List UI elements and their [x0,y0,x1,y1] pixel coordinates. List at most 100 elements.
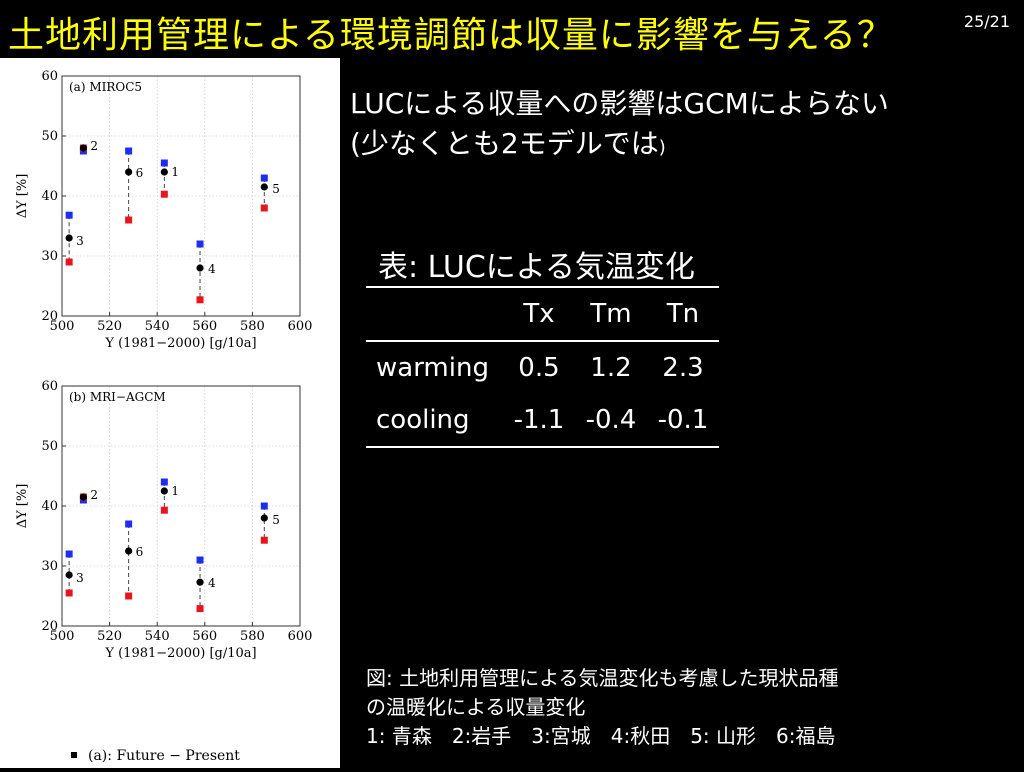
future-present-point [65,234,73,242]
point-label: 6 [136,545,144,559]
warming-point [196,605,204,613]
warming-point [125,592,133,600]
table-header-cell: Tn [646,286,719,342]
y-tick-label: 30 [41,249,58,264]
x-tick-label: 580 [240,319,265,334]
warming-point [160,190,168,198]
point-label: 3 [76,571,84,585]
point-label: 4 [208,262,216,276]
point-label: 3 [76,234,84,248]
heading-line-2-main: (少なくとも2モデルでは [350,127,659,160]
table-row-label: warming [376,353,489,383]
warming-point [125,216,133,224]
table-header-cell: Tm [574,286,647,342]
luc-temperature-table: Tx Tm Tn warming 0.5 1.2 2.3 cooling -1.… [366,286,719,448]
warming-point [160,506,168,514]
x-tick-label: 580 [240,629,265,644]
chart-title: (b) MRI−AGCM [69,390,166,404]
table-row: cooling -1.1 -0.4 -0.1 [366,394,719,448]
table-caption: 表: LUCによる気温変化 [378,250,695,285]
cooling-point [260,502,268,510]
cooling-point [160,478,168,486]
warming-point [260,204,268,212]
slide-title: 土地利用管理による環境調節は収量に影響を与える？ [8,15,894,56]
legend-label: (a): Future − Present [88,748,240,764]
future-present-point [160,168,168,176]
table-cell: -0.1 [646,394,719,448]
point-label: 2 [90,139,98,153]
figure-caption-line-2: の温暖化による収量変化 [366,695,586,719]
warming-point [65,589,73,597]
table-header-cell: Tx [502,286,575,342]
x-tick-label: 540 [145,319,170,334]
cooling-point [65,211,73,219]
cooling-point [196,240,204,248]
point-label: 1 [171,165,179,179]
y-tick-label: 40 [41,499,58,514]
y-tick-label: 30 [41,559,58,574]
x-tick-label: 520 [97,629,122,644]
point-label: 5 [272,513,280,527]
chart-title: (a) MIROC5 [69,80,142,94]
y-tick-label: 40 [41,189,58,204]
future-present-point [196,578,204,586]
cooling-point [260,174,268,182]
y-tick-label: 60 [41,379,58,394]
y-axis-label: ΔY [%] [15,174,30,219]
slide-heading: LUCによる収量への影響はGCMによらない (少なくとも2モデルでは) [350,84,889,168]
warming-point [65,258,73,266]
cooling-point [125,147,133,155]
heading-line-2-paren: ) [658,137,666,158]
y-axis-label: ΔY [%] [15,484,30,529]
future-present-point [79,144,88,152]
legend-marker [71,752,77,758]
point-label: 4 [208,576,216,590]
point-label: 1 [171,484,179,498]
x-axis-label: Y (1981−2000) [g/10a] [104,646,256,661]
table-row: warming 0.5 1.2 2.3 [366,341,719,394]
figure-caption: 図: 土地利用管理による気温変化も考慮した現状品種 の温暖化による収量変化 1:… [366,664,839,751]
future-present-point [65,571,73,579]
warming-point [196,296,204,304]
point-label: 2 [90,488,98,502]
warming-point [260,536,268,544]
x-tick-label: 500 [50,629,75,644]
table-cell: 2.3 [662,353,704,383]
point-label: 6 [136,166,144,180]
cooling-point [65,550,73,558]
page-number: 25/21 [963,12,1010,31]
future-present-point [79,493,88,501]
point-label: 5 [272,182,280,196]
x-tick-label: 600 [288,319,313,334]
future-present-point [260,183,268,191]
heading-line-1: LUCによる収量への影響はGCMによらない [350,87,889,120]
future-present-point [125,168,133,176]
x-tick-label: 500 [50,319,75,334]
cooling-point [196,556,204,564]
future-present-point [125,547,133,555]
x-tick-label: 600 [288,629,313,644]
heading-line-2: (少なくとも2モデルでは) [350,124,889,168]
y-tick-label: 60 [41,69,58,84]
x-tick-label: 560 [192,319,217,334]
figure-caption-line-3: 1: 青森 2:岩手 3:宮城 4:秋田 5: 山形 6:福島 [366,724,836,748]
table-header-cell [366,286,503,342]
figure-caption-line-1: 図: 土地利用管理による気温変化も考慮した現状品種 [366,666,839,690]
table-header-row: Tx Tm Tn [366,286,719,342]
x-tick-label: 560 [192,629,217,644]
table-cell: -1.1 [502,394,575,448]
y-tick-label: 50 [41,129,58,144]
table-cell: -0.4 [574,394,647,448]
y-tick-label: 20 [41,619,58,634]
table-cell: 1.2 [590,353,632,383]
future-present-point [260,514,268,522]
cooling-point [125,520,133,528]
table-cell: 0.5 [518,353,560,383]
figure-panel: 500 520 540 560 580 600 20 30 40 50 60 (a) MIROC5 Y … [0,58,340,772]
x-tick-label: 540 [145,629,170,644]
table-row-label: cooling [366,394,503,448]
future-present-point [160,487,168,495]
x-tick-label: 520 [97,319,122,334]
y-tick-label: 20 [41,309,58,324]
